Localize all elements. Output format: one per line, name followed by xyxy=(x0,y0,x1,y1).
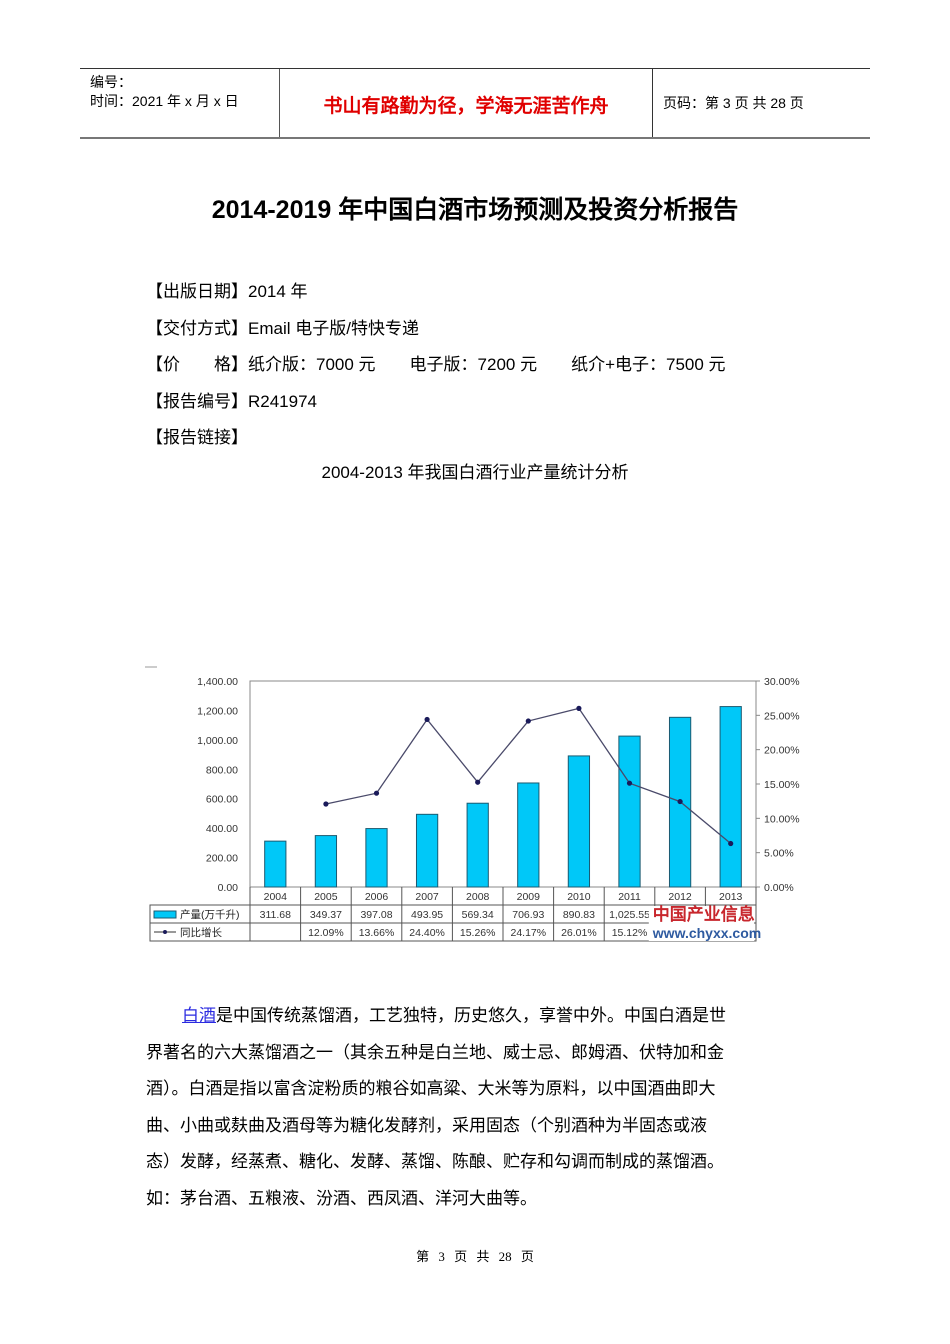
y-tick-label: 0.00 xyxy=(218,882,239,894)
page-footer: 第 3 页 共 28 页 xyxy=(416,1249,534,1264)
header-number-label: 编号： xyxy=(90,74,132,90)
meta-value: Email 电子版/特快专递 xyxy=(248,319,419,338)
line-marker xyxy=(525,718,531,724)
y2-tick-label: 0.00% xyxy=(764,882,794,894)
table-cell: 26.01% xyxy=(561,927,597,939)
bar xyxy=(415,813,439,888)
x-tick-label: 2009 xyxy=(517,891,541,903)
bar xyxy=(365,828,388,888)
meta-value: 2014 年 xyxy=(248,282,308,301)
table-cell: 15.12% xyxy=(612,927,648,939)
y-tick-label: 1,200.00 xyxy=(197,705,238,717)
bar xyxy=(517,782,540,888)
paragraph-line: 态）发酵，经蒸煮、糖化、发酵、蒸馏、陈酿、贮存和勾调而制成的蒸馏酒。 xyxy=(146,1152,724,1171)
y-tick-label: 600.00 xyxy=(206,794,238,806)
y2-tick-label: 5.00% xyxy=(764,848,794,860)
table-cell: 349.37 xyxy=(310,909,342,921)
chart-caption: 2004-2013 年我国白酒行业产量统计分析 xyxy=(321,463,629,482)
y2-tick-label: 10.00% xyxy=(764,813,800,825)
production-chart: 0.00 200.00 400.00 600.00 800.00 1,000.00 1,20… xyxy=(145,660,810,950)
table-cell: 311.68 xyxy=(260,909,291,921)
x-tick-label: 2004 xyxy=(264,891,288,903)
x-tick-label: 2007 xyxy=(415,891,439,903)
table-cell: 890.83 xyxy=(563,909,595,921)
paragraph-line: 界著名的六大蒸馏酒之一（其余五种是白兰地、威士忌、郎姆酒、伏特加和金 xyxy=(146,1042,724,1062)
chart-canvas: 0.00 200.00 400.00 600.00 800.00 1,000.00 1,20… xyxy=(145,666,800,942)
line-marker xyxy=(728,840,734,847)
y-tick-label: 400.00 xyxy=(206,823,238,835)
line-marker xyxy=(323,801,329,807)
y-tick-label: 1,000.00 xyxy=(197,735,238,747)
x-tick-label: 2012 xyxy=(668,891,692,903)
paragraph-line: 白酒是中国传统蒸馏酒，工艺独特，历史悠久，享誉中外。中国白酒是世 xyxy=(146,998,806,1035)
meta-label: 【价 格】 xyxy=(146,355,248,374)
table-cell: 706.93 xyxy=(512,909,544,921)
watermark-text: 中国产业信息 xyxy=(653,904,755,924)
meta-report-link[interactable]: 【报告链接】 xyxy=(146,423,248,448)
table-cell: 24.17% xyxy=(510,927,546,939)
header-date-label: 时间：2021 年 x 月 x 日 xyxy=(90,93,239,109)
bar xyxy=(264,840,287,888)
table-cell: 15.26% xyxy=(460,927,496,939)
meta-value: 纸介版：7000 元 电子版：7200 元 纸介+电子：7500 元 xyxy=(248,355,726,374)
table-cell: 24.40% xyxy=(409,927,445,939)
bar xyxy=(618,735,641,888)
meta-price: 【价 格】纸介版：7000 元 电子版：7200 元 纸介+电子：7500 元 xyxy=(146,350,726,375)
baijiu-link[interactable]: 白酒 xyxy=(182,1006,216,1025)
paragraph-line: 曲、小曲或麸曲及酒母等为糖化发酵剂，采用固态（个别酒种为半固态或液 xyxy=(146,1115,707,1135)
paragraph-line: 如：茅台酒、五粮液、汾酒、西凤酒、洋河大曲等。 xyxy=(146,1188,537,1208)
line-marker xyxy=(626,780,633,786)
meta-label: 【报告链接】 xyxy=(146,428,248,447)
y2-tick-label: 25.00% xyxy=(764,710,800,722)
header-motto: 书山有路勤为径，学海无涯苦作舟 xyxy=(280,69,653,137)
header-page-info: 页码：第 3 页 共 28 页 xyxy=(663,95,804,111)
line-marker xyxy=(373,790,380,796)
y2-tick-label: 20.00% xyxy=(764,745,800,757)
line-marker xyxy=(576,705,582,711)
watermark-url: www.chyxx.com xyxy=(652,925,761,941)
header-meta-cell: 编号： 时间：2021 年 x 月 x 日 xyxy=(80,69,280,137)
table-cell: 397.08 xyxy=(360,909,392,921)
meta-publish-date: 【出版日期】2014 年 xyxy=(146,277,308,302)
meta-label: 【交付方式】 xyxy=(146,319,248,338)
meta-delivery: 【交付方式】Email 电子版/特快专递 xyxy=(146,314,419,339)
y2-tick-label: 15.00% xyxy=(764,779,800,791)
meta-label: 【出版日期】 xyxy=(146,282,248,301)
line-marker xyxy=(424,716,430,723)
x-tick-label: 2005 xyxy=(314,891,338,903)
y-tick-label: 1,400.00 xyxy=(197,676,238,688)
meta-label: 【报告编号】 xyxy=(146,392,248,411)
bar xyxy=(314,835,338,888)
x-tick-label: 2008 xyxy=(466,891,490,903)
y-tick-label: 200.00 xyxy=(206,853,238,865)
meta-report-number: 【报告编号】R241974 xyxy=(146,387,317,412)
meta-value: R241974 xyxy=(248,392,318,411)
bar xyxy=(719,706,742,888)
x-tick-label: 2006 xyxy=(365,891,389,903)
line-marker xyxy=(475,779,481,785)
y-tick-label: 800.00 xyxy=(206,764,238,776)
bar xyxy=(567,755,591,888)
paragraph-text: 是中国传统蒸馏酒，工艺独特，历史悠久，享誉中外。中国白酒是世 xyxy=(216,1006,726,1025)
paragraph-line: 酒）。白酒是指以富含淀粉质的粮谷如高粱、大米等为原料，以中国酒曲即大 xyxy=(146,1079,716,1098)
x-tick-label: 2011 xyxy=(618,891,641,903)
table-cell: 493.95 xyxy=(411,909,443,921)
table-cell: 12.09% xyxy=(308,927,344,939)
table-cell: 569.34 xyxy=(462,909,494,921)
legend-line-label: 同比增长 xyxy=(180,926,222,939)
bar xyxy=(466,802,489,888)
line-marker xyxy=(677,798,683,805)
x-tick-label: 2010 xyxy=(567,891,591,903)
table-cell: 13.66% xyxy=(359,927,395,939)
table-cell: 1,025.55 xyxy=(609,909,650,921)
page-header-table: 编号： 时间：2021 年 x 月 x 日 书山有路勤为径，学海无涯苦作舟 页码… xyxy=(80,68,870,139)
y2-tick-label: 30.00% xyxy=(764,676,800,688)
x-tick-label: 2013 xyxy=(719,891,743,903)
legend-bar-label: 产量(万千升) xyxy=(180,908,240,921)
intro-paragraph: 白酒是中国传统蒸馏酒，工艺独特，历史悠久，享誉中外。中国白酒是世 界著名的六大蒸… xyxy=(146,998,806,1217)
document-title: 2014-2019 年中国白酒市场预测及投资分析报告 xyxy=(211,196,739,224)
